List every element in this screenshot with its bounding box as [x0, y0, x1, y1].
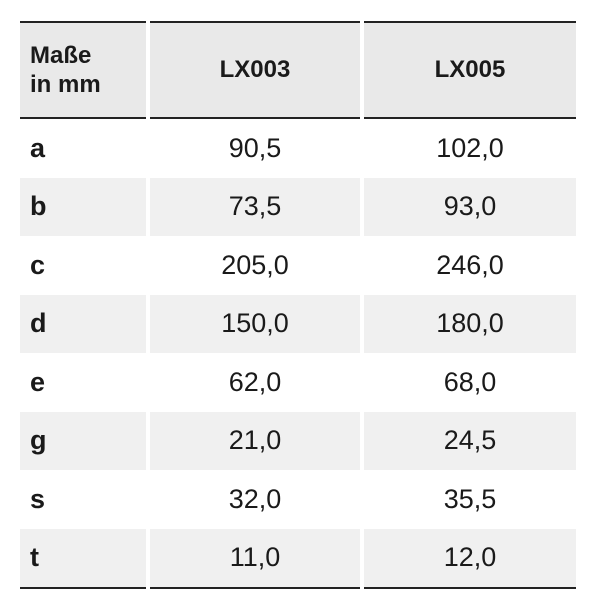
cell-value: 90,5 — [228, 132, 282, 163]
table-body: a 90,5 102,0 b 73,5 93,0 c 205,0 246,0 d 150,0 180,… — [20, 118, 576, 588]
value-cell: 68,0 — [360, 353, 576, 412]
table-row: d 150,0 180,0 — [20, 294, 576, 353]
value-cell: 102,0 — [360, 118, 576, 178]
cell-value: 68,0 — [443, 366, 497, 397]
value-cell: 21,0 — [146, 411, 362, 470]
header-cell: LX003 — [146, 22, 362, 119]
row-label-cell: s — [20, 470, 148, 529]
row-label-cell: t — [20, 528, 148, 588]
cell-value: 205,0 — [221, 249, 289, 280]
table-row: e 62,0 68,0 — [20, 353, 576, 412]
cell-value: 246,0 — [436, 249, 504, 280]
cell-value: 102,0 — [436, 132, 504, 163]
cell-value: 93,0 — [443, 191, 497, 222]
value-cell: 62,0 — [146, 353, 362, 412]
cell-value: 12,0 — [443, 542, 497, 573]
value-cell: 150,0 — [146, 294, 362, 353]
dimension-table: Maße in mm LX003 LX005 a 90,5 102,0 b 73,5 93,0 c… — [20, 21, 576, 589]
row-label: g — [30, 425, 47, 456]
value-cell: 246,0 — [360, 236, 576, 295]
row-label: b — [30, 191, 47, 222]
row-label-cell: c — [20, 236, 148, 295]
value-cell: 90,5 — [146, 118, 362, 178]
table-row: t 11,0 12,0 — [20, 528, 576, 588]
value-cell: 180,0 — [360, 294, 576, 353]
cell-value: 62,0 — [228, 366, 282, 397]
header-cell: LX005 — [360, 22, 576, 119]
value-cell: 205,0 — [146, 236, 362, 295]
row-label-cell: g — [20, 411, 148, 470]
table-row: a 90,5 102,0 — [20, 118, 576, 178]
value-cell: 24,5 — [360, 411, 576, 470]
table-row: g 21,0 24,5 — [20, 411, 576, 470]
value-cell: 32,0 — [146, 470, 362, 529]
table-wrap: Maße in mm LX003 LX005 a 90,5 102,0 b 73,5 93,0 c… — [20, 21, 576, 589]
header-cell: Maße in mm — [20, 22, 148, 119]
cell-value: 35,5 — [443, 483, 497, 514]
value-cell: 93,0 — [360, 177, 576, 236]
row-label: e — [30, 366, 46, 397]
cell-value: 24,5 — [443, 425, 497, 456]
header-text: LX005 — [434, 56, 506, 83]
value-cell: 73,5 — [146, 177, 362, 236]
table-row: c 205,0 246,0 — [20, 236, 576, 295]
cell-value: 11,0 — [229, 542, 281, 573]
header-row: Maße in mm LX003 LX005 — [20, 22, 576, 119]
row-label-cell: b — [20, 177, 148, 236]
cell-value: 21,0 — [228, 425, 282, 456]
cell-value: 32,0 — [228, 483, 282, 514]
row-label: c — [30, 249, 46, 280]
table-row: s 32,0 35,5 — [20, 470, 576, 529]
value-cell: 12,0 — [360, 528, 576, 588]
cell-value: 150,0 — [221, 308, 289, 339]
row-label: s — [30, 483, 46, 514]
header-text: LX003 — [219, 56, 291, 83]
header-line: Maße — [30, 42, 92, 69]
value-cell: 11,0 — [146, 528, 362, 588]
row-label: a — [30, 132, 46, 163]
row-label-cell: e — [20, 353, 148, 412]
value-cell: 35,5 — [360, 470, 576, 529]
row-label: t — [30, 542, 39, 573]
row-label: d — [30, 308, 47, 339]
row-label-cell: a — [20, 118, 148, 178]
row-label-cell: d — [20, 294, 148, 353]
cell-value: 180,0 — [436, 308, 504, 339]
table-row: b 73,5 93,0 — [20, 177, 576, 236]
cell-value: 73,5 — [228, 191, 282, 222]
header-line: in mm — [30, 71, 101, 98]
